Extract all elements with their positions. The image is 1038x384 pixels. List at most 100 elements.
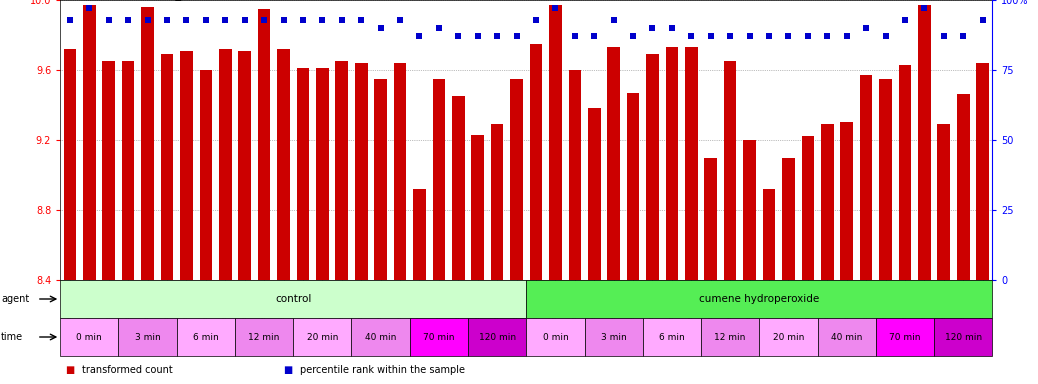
Bar xyxy=(759,318,818,356)
Point xyxy=(663,25,680,31)
Point xyxy=(935,33,952,40)
Point xyxy=(955,33,972,40)
Text: ■: ■ xyxy=(283,365,293,375)
Text: 12 min: 12 min xyxy=(248,333,280,341)
Bar xyxy=(316,68,329,280)
Point xyxy=(159,17,175,23)
Point xyxy=(509,33,525,40)
Point xyxy=(799,33,816,40)
Bar xyxy=(297,68,309,280)
Point xyxy=(781,33,797,40)
Bar xyxy=(393,63,406,280)
Bar xyxy=(452,96,465,280)
Bar xyxy=(549,5,562,280)
Point xyxy=(877,33,894,40)
Text: 6 min: 6 min xyxy=(193,333,219,341)
Point xyxy=(411,33,428,40)
Point xyxy=(567,33,583,40)
Point xyxy=(761,33,777,40)
Point xyxy=(645,25,661,31)
Bar xyxy=(899,65,911,280)
Point xyxy=(450,33,467,40)
Point xyxy=(81,5,98,12)
Bar xyxy=(977,63,989,280)
Text: 20 min: 20 min xyxy=(306,333,338,341)
Bar xyxy=(471,135,484,280)
Point xyxy=(489,33,506,40)
Bar xyxy=(937,124,950,280)
Bar xyxy=(723,61,737,280)
Point xyxy=(391,17,408,23)
Point xyxy=(547,5,564,12)
Bar xyxy=(643,318,701,356)
Point xyxy=(179,17,195,23)
Bar xyxy=(588,109,601,280)
Bar xyxy=(647,54,659,280)
Bar xyxy=(876,318,934,356)
Bar xyxy=(627,93,639,280)
Bar xyxy=(375,79,387,280)
Text: 12 min: 12 min xyxy=(714,333,746,341)
Point xyxy=(585,33,602,40)
Bar xyxy=(83,5,95,280)
Point xyxy=(315,17,331,23)
Bar xyxy=(701,318,759,356)
Text: ■: ■ xyxy=(65,365,75,375)
Bar xyxy=(526,318,584,356)
Point xyxy=(721,33,738,40)
Bar xyxy=(121,61,135,280)
Bar xyxy=(511,79,523,280)
Point xyxy=(295,17,311,23)
Bar xyxy=(526,280,992,318)
Text: transformed count: transformed count xyxy=(82,365,172,375)
Point xyxy=(917,5,933,12)
Bar xyxy=(181,51,193,280)
Bar xyxy=(293,318,352,356)
Bar xyxy=(529,44,542,280)
Bar xyxy=(141,7,154,280)
Bar xyxy=(934,318,992,356)
Bar xyxy=(235,318,294,356)
Point xyxy=(139,17,156,23)
Bar xyxy=(239,51,251,280)
Point xyxy=(683,33,700,40)
Point xyxy=(217,17,234,23)
Bar xyxy=(335,61,348,280)
Text: 40 min: 40 min xyxy=(831,333,863,341)
Point xyxy=(975,17,991,23)
Point xyxy=(469,33,486,40)
Bar xyxy=(161,54,173,280)
Bar xyxy=(118,318,176,356)
Point xyxy=(197,17,214,23)
Bar xyxy=(818,318,876,356)
Text: 120 min: 120 min xyxy=(479,333,516,341)
Point xyxy=(119,17,136,23)
Bar xyxy=(879,79,892,280)
Point xyxy=(741,33,758,40)
Bar xyxy=(63,49,76,280)
Bar xyxy=(685,47,698,280)
Point xyxy=(237,17,253,23)
Text: percentile rank within the sample: percentile rank within the sample xyxy=(300,365,465,375)
Bar xyxy=(801,136,814,280)
Text: 0 min: 0 min xyxy=(77,333,102,341)
Point xyxy=(431,25,447,31)
Point xyxy=(857,25,874,31)
Bar xyxy=(782,157,795,280)
Point xyxy=(333,17,350,23)
Point xyxy=(605,17,622,23)
Bar xyxy=(410,318,468,356)
Text: 70 min: 70 min xyxy=(424,333,455,341)
Text: time: time xyxy=(1,332,23,342)
Text: 20 min: 20 min xyxy=(772,333,804,341)
Bar xyxy=(918,5,931,280)
Bar xyxy=(352,318,410,356)
Point xyxy=(353,17,370,23)
Text: control: control xyxy=(275,294,311,304)
Text: 0 min: 0 min xyxy=(543,333,568,341)
Point xyxy=(819,33,836,40)
Bar xyxy=(413,189,426,280)
Bar xyxy=(665,47,678,280)
Bar xyxy=(743,140,756,280)
Bar xyxy=(491,124,503,280)
